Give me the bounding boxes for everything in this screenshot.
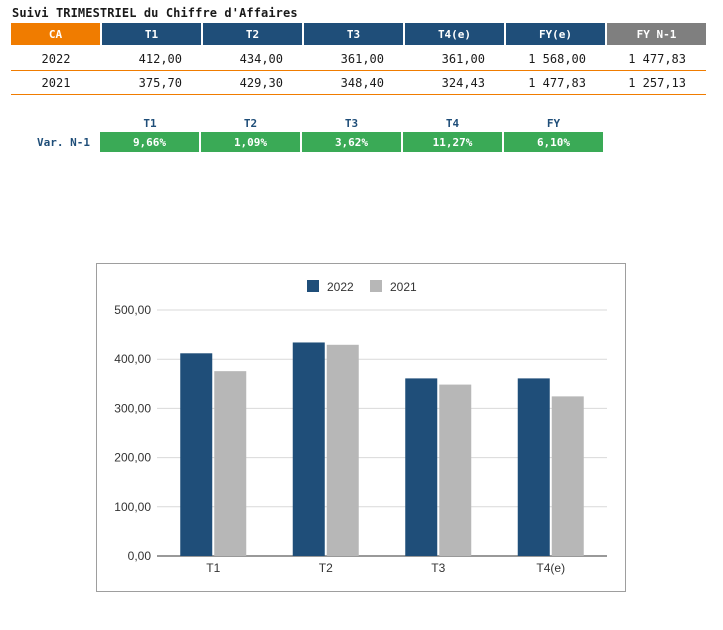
var-header-t4: T4 [445,116,460,130]
table-cell: 361,00 [404,46,505,71]
y-tick-label: 400,00 [114,352,151,366]
y-tick-label: 100,00 [114,500,151,514]
var-header-t1: T1 [143,116,157,130]
table-cell: 361,00 [303,46,404,71]
legend-swatch-2021 [370,280,382,292]
table-header-row: CA T1 T2 T3 T4(e) FY(e) FY N-1 [11,23,706,47]
variation-header-row: T1 T2 T3 T4 FY [11,114,604,132]
table-cell: 412,00 [101,46,202,71]
variation-value: 1,09% [200,132,302,152]
var-header-t2: T2 [243,116,258,130]
bar-chart: 0,00 100,00 200,00 300,00 400,00 500,00 T1 T2 T3… [96,263,626,592]
x-tick-label: T1 [206,561,220,575]
variation-label: Var. N-1 [37,135,90,149]
variation-value: 11,27% [402,132,504,152]
ca-table: CA T1 T2 T3 T4(e) FY(e) FY N-1 2022 412,… [11,23,706,95]
legend-swatch-2022 [307,280,319,292]
variation-value: 3,62% [301,132,403,152]
page-title: Suivi TRIMESTRIEL du Chiffre d'Affaires [12,6,298,20]
bar-2022-T3 [405,378,438,556]
table-row: 2021 375,70 429,30 348,40 324,43 1 477,8… [11,70,706,95]
bar-2022-T4(e) [517,378,550,556]
table-cell: 434,00 [202,46,303,71]
header-t4e: T4(e) [404,23,506,47]
header-ca: CA [11,23,102,47]
bar-2021-T3 [439,384,472,556]
table-cell: 324,43 [404,70,505,95]
row-year: 2021 [11,70,101,95]
variation-value: 9,66% [100,132,201,152]
table-cell: 1 257,13 [606,70,706,95]
y-tick-label: 200,00 [114,451,151,465]
y-tick-label: 0,00 [128,549,152,563]
x-tick-label: T3 [431,561,445,575]
bar-2022-T2 [292,342,325,556]
table-cell: 1 568,00 [505,46,606,71]
y-tick-label: 300,00 [114,401,151,415]
header-fye: FY(e) [505,23,607,47]
bar-chart-svg: 0,00 100,00 200,00 300,00 400,00 500,00 T1 T2 T3… [114,280,607,575]
bar-2022-T1 [180,353,213,556]
header-fy-n1: FY N-1 [606,23,706,47]
table-cell: 429,30 [202,70,303,95]
var-header-t3: T3 [344,116,359,130]
x-tick-label: T4(e) [536,561,565,575]
table-cell: 1 477,83 [606,46,706,71]
variation-table: T1 T2 T3 T4 FY Var. N-1 9,66% 1,09% 3,62… [11,114,605,152]
y-tick-label: 500,00 [114,303,151,317]
table-cell: 348,40 [303,70,404,95]
table-row: 2022 412,00 434,00 361,00 361,00 1 568,0… [11,46,706,71]
header-t2: T2 [202,23,304,47]
bar-2021-T1 [214,371,247,556]
var-header-fy: FY [546,116,561,130]
legend-label: 2021 [390,280,417,294]
row-year: 2022 [11,46,101,71]
table-cell: 1 477,83 [505,70,606,95]
table-cell: 375,70 [101,70,202,95]
legend-label: 2022 [327,280,354,294]
variation-row: Var. N-1 9,66% 1,09% 3,62% 11,27% 6,10% [11,132,605,152]
header-t1: T1 [101,23,203,47]
x-tick-label: T2 [319,561,333,575]
variation-value: 6,10% [503,132,605,152]
header-t3: T3 [303,23,405,47]
bar-2021-T4(e) [551,396,584,556]
bar-2021-T2 [326,344,359,556]
